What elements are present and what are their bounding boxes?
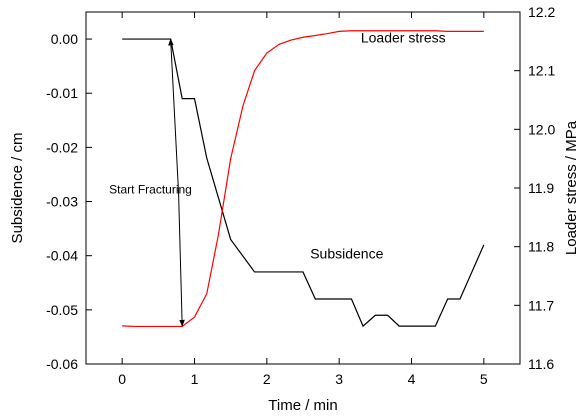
x-tick-label: 2 bbox=[263, 371, 271, 387]
y-axis-right-ticks: 12.2 12.1 12.0 11.9 11.8 11.7 11.6 bbox=[514, 4, 555, 372]
y-tick-label: -0.01 bbox=[46, 85, 78, 101]
y-right-tick-label: 11.7 bbox=[528, 297, 554, 313]
x-tick-label: 3 bbox=[335, 371, 343, 387]
series-line-loader-stress bbox=[122, 30, 484, 328]
series-line-subsidence bbox=[122, 38, 485, 328]
annotation-loader-stress: Loader stress bbox=[361, 30, 446, 46]
x-tick-label: 4 bbox=[408, 371, 416, 387]
y-right-tick-label: 12.2 bbox=[528, 4, 555, 20]
y-right-tick-label: 12.1 bbox=[528, 63, 555, 79]
y-right-tick-label: 11.9 bbox=[528, 180, 554, 196]
x-tick-label: 0 bbox=[118, 371, 126, 387]
x-axis-ticks: 0 1 2 3 4 5 bbox=[118, 12, 488, 387]
y-axis-left-ticks: 0.00 -0.01 -0.02 -0.03 -0.04 -0.05 -0.06 bbox=[46, 31, 92, 372]
y-right-tick-label: 12.0 bbox=[528, 121, 555, 137]
y-axis-right-title: Loader stress / MPa bbox=[563, 120, 580, 255]
y-tick-label: -0.05 bbox=[46, 302, 78, 318]
series-layer bbox=[122, 30, 485, 328]
annotation-arrow bbox=[178, 193, 185, 327]
annotation-subsidence: Subsidence bbox=[310, 245, 383, 261]
x-tick-label: 5 bbox=[480, 371, 488, 387]
y-tick-label: -0.06 bbox=[46, 356, 78, 372]
y-tick-label: -0.03 bbox=[46, 194, 78, 210]
y-tick-label: -0.04 bbox=[46, 248, 78, 264]
y-tick-label: 0.00 bbox=[51, 31, 78, 47]
annotation-arrow bbox=[168, 38, 180, 194]
y-right-tick-label: 11.6 bbox=[528, 356, 554, 372]
y-right-tick-label: 11.8 bbox=[528, 239, 554, 255]
y-axis-left-title: Subsidence / cm bbox=[9, 133, 26, 244]
y-tick-label: -0.02 bbox=[46, 139, 78, 155]
annotation-start-fracturing: Start Fracturing bbox=[109, 182, 192, 196]
x-tick-label: 1 bbox=[191, 371, 199, 387]
x-axis-title: Time / min bbox=[268, 397, 337, 414]
annotation-arrows bbox=[168, 38, 185, 327]
